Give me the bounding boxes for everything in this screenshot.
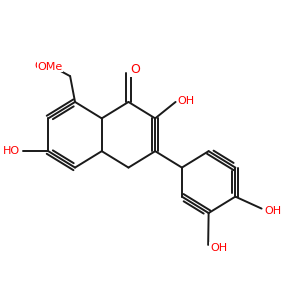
Text: OH: OH [210,243,227,253]
Text: O: O [130,63,140,76]
Text: OH: OH [178,96,195,106]
Text: OH: OH [264,206,281,216]
Text: HO: HO [2,146,20,156]
Text: OMe: OMe [34,61,59,71]
Text: OMe: OMe [38,62,63,72]
